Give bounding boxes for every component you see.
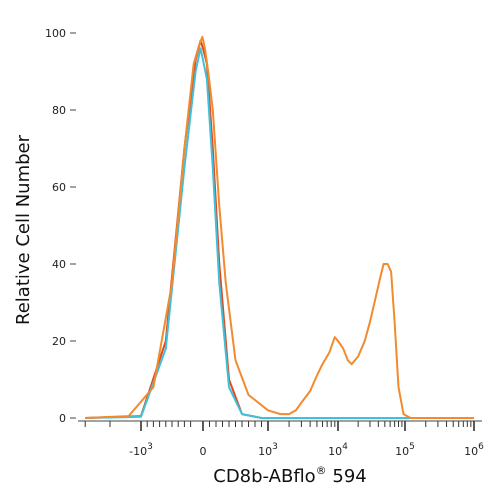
series-line-1 [85,39,290,419]
x-tick-label: 0 [200,445,207,458]
x-tick-label: 104 [328,442,348,458]
series-line-3 [85,35,474,419]
x-tick-label: 103 [258,442,278,458]
series-line-2 [85,47,474,419]
y-tick-label: 80 [52,104,66,117]
x-tick-label: 105 [395,442,415,458]
x-axis-title-reg: ® [316,464,327,477]
x-axis: -103 0 103 104 105 106 [84,421,484,458]
y-tick-label: 0 [59,412,66,425]
y-axis: 0 20 40 60 80 100 [45,27,76,425]
x-axis-title: CD8b-ABflo® 594 [213,464,367,487]
x-axis-title-main: CD8b-ABflo [213,466,315,487]
y-tick-label: 20 [52,335,66,348]
y-axis-title: Relative Cell Number [13,134,34,325]
x-tick-label: 106 [464,442,484,458]
plot-area [85,35,474,419]
x-tick-label: -103 [129,442,153,458]
x-axis-title-suffix: 594 [327,466,367,487]
y-tick-label: 100 [45,27,66,40]
y-tick-label: 40 [52,258,66,271]
y-tick-label: 60 [52,181,66,194]
